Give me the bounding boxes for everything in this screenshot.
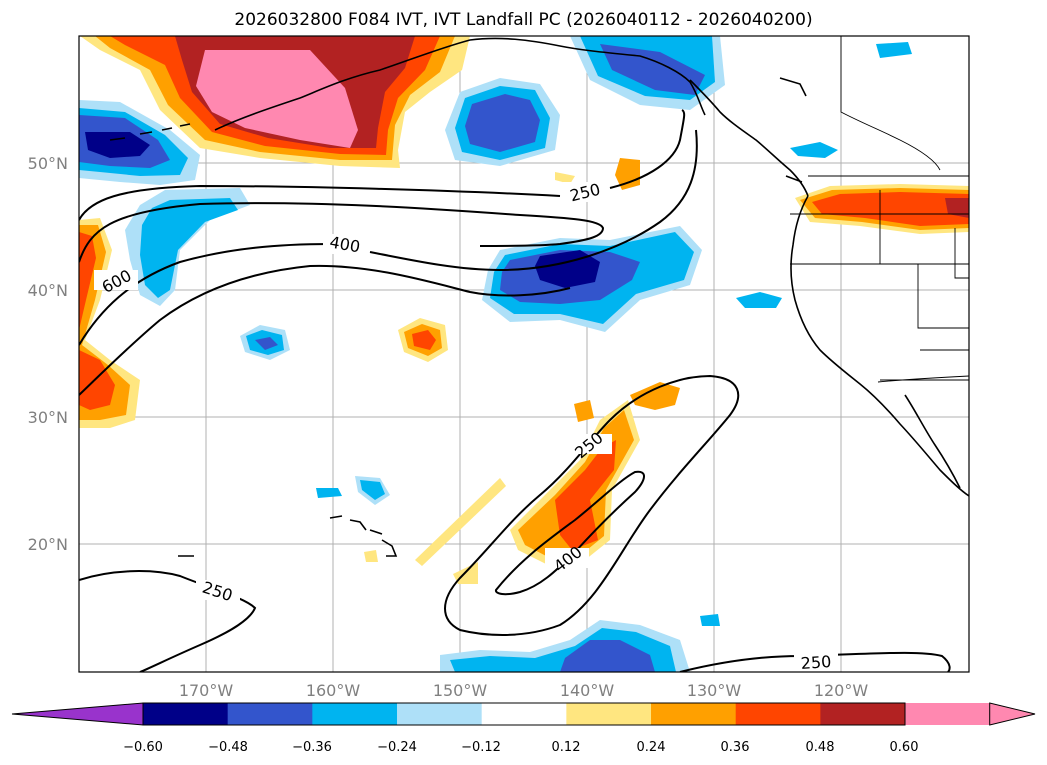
border-alaska-canada xyxy=(840,36,941,171)
coastline-baja xyxy=(904,394,961,489)
lon-tick-label: 120°W xyxy=(814,681,869,700)
colorbar-segment xyxy=(566,703,652,725)
contour-250-north-inner xyxy=(79,202,605,263)
contour-250-southwest xyxy=(79,570,257,672)
coastline-islands xyxy=(178,77,807,557)
colorbar-tick-label: 0.24 xyxy=(637,740,666,755)
contour-250-southeast xyxy=(679,651,951,672)
lat-tick-label: 20°N xyxy=(28,535,68,554)
longitude-tick-labels: 170°W 160°W 150°W 140°W 130°W 120°W xyxy=(179,681,869,700)
colorbar-tick-label: −0.60 xyxy=(123,740,163,755)
positive-region-mid xyxy=(615,158,640,190)
lat-tick-label: 40°N xyxy=(28,281,68,300)
negative-region-west-pacific xyxy=(85,132,150,158)
coastline-us-west xyxy=(790,195,969,497)
colorbar-tick-label: 0.36 xyxy=(721,740,750,755)
negative-region-bc-coast xyxy=(600,44,705,95)
border-states xyxy=(790,190,969,381)
lon-tick-label: 130°W xyxy=(687,681,742,700)
negative-region-streak xyxy=(140,198,238,298)
negative-region-small xyxy=(700,614,720,626)
negative-region-south xyxy=(560,640,655,672)
colorbar-tick-label: 0.12 xyxy=(552,740,581,755)
colorbar-tick-label: −0.24 xyxy=(377,740,417,755)
negative-region-small xyxy=(316,488,342,498)
colorbar-extend-high xyxy=(989,702,1036,726)
negative-region-gulf xyxy=(465,94,540,152)
positive-region-subtropical xyxy=(630,382,680,410)
border-mexico xyxy=(877,375,969,383)
negative-region-small xyxy=(736,292,782,308)
positive-region-gulf-alaska xyxy=(196,50,358,148)
positive-region-subtropical xyxy=(364,550,378,562)
negative-region-central xyxy=(535,250,600,288)
colorbar-segment xyxy=(820,703,906,725)
negative-region-small xyxy=(790,142,838,158)
coastline-alaska xyxy=(214,37,706,131)
contour-label-backgrounds xyxy=(94,182,838,672)
positive-region-west-edge xyxy=(79,232,96,330)
colorbar-segment xyxy=(481,703,567,725)
lat-tick-label: 50°N xyxy=(28,154,68,173)
colorbar-tick-label: −0.36 xyxy=(292,740,332,755)
contour-600 xyxy=(79,264,571,396)
positive-region-mid xyxy=(555,172,575,184)
colorbar-segments xyxy=(11,702,1036,726)
lon-tick-label: 170°W xyxy=(179,681,234,700)
colorbar-tick-label: 0.48 xyxy=(806,740,835,755)
contour-400-south xyxy=(495,470,645,596)
colorbar-outline xyxy=(142,702,906,726)
latitude-tick-labels: 50°N 40°N 30°N 20°N xyxy=(28,154,68,554)
coastline-aleutians xyxy=(109,123,191,141)
lon-tick-label: 160°W xyxy=(306,681,361,700)
colorbar-segment xyxy=(905,703,991,725)
negative-region-small xyxy=(876,42,912,58)
colorbar-segment xyxy=(735,703,821,725)
colorbar-extend-low xyxy=(11,702,144,726)
map-frame xyxy=(78,35,970,673)
coastline-hawaii xyxy=(329,515,398,557)
contour-400 xyxy=(79,129,698,346)
positive-region-subtropical xyxy=(415,478,506,566)
positive-region-pacific-northwest xyxy=(812,192,969,226)
contour-250-south xyxy=(444,374,740,636)
political-borders xyxy=(790,36,969,383)
colorbar-tick-label: −0.12 xyxy=(461,740,501,755)
negative-region-small xyxy=(360,480,385,500)
coastlines xyxy=(109,37,969,557)
positive-region-subtropical xyxy=(574,400,594,422)
filled-pc-regions xyxy=(79,36,969,672)
negative-region-small xyxy=(255,337,278,350)
colorbar-segment xyxy=(651,703,737,725)
coastline-bc xyxy=(689,79,809,197)
positive-region-west-edge xyxy=(79,350,115,410)
colorbar-segment xyxy=(143,703,229,725)
map-title: 2026032800 F084 IVT, IVT Landfall PC (20… xyxy=(234,10,813,30)
colorbar-tick-label: 0.60 xyxy=(890,740,919,755)
colorbar-segment xyxy=(227,703,313,725)
ivt-contours xyxy=(79,109,951,672)
contour-250-north xyxy=(79,109,686,221)
colorbar-tick-label: −0.48 xyxy=(208,740,248,755)
lon-tick-label: 150°W xyxy=(433,681,488,700)
colorbar: −0.60 −0.48 −0.36 −0.24 −0.12 0.12 0.24 … xyxy=(11,702,1036,755)
positive-region-mid xyxy=(412,330,436,350)
contour-label: 250 xyxy=(800,652,832,673)
colorbar-segment xyxy=(397,703,483,725)
colorbar-tick-labels: −0.60 −0.48 −0.36 −0.24 −0.12 0.12 0.24 … xyxy=(123,740,918,755)
lon-tick-label: 140°W xyxy=(560,681,615,700)
colorbar-segment xyxy=(312,703,398,725)
lat-tick-label: 30°N xyxy=(28,408,68,427)
positive-region-pacific-northwest xyxy=(945,198,969,218)
